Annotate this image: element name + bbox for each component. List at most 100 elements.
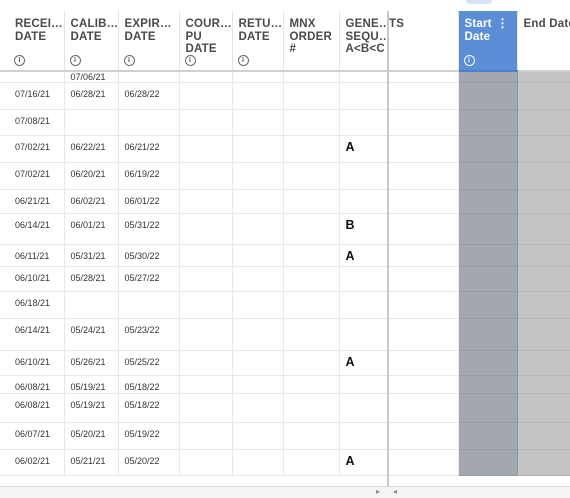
partial-column-cell[interactable] bbox=[389, 213, 458, 244]
column-header-mnx-order[interactable]: MNX ORDER # bbox=[283, 11, 339, 71]
return-date-cell[interactable] bbox=[232, 292, 283, 319]
expiration-date-cell[interactable] bbox=[118, 110, 179, 136]
scroll-right-icon[interactable]: ▸ bbox=[376, 487, 380, 496]
expiration-date-cell[interactable]: 06/21/22 bbox=[118, 136, 179, 163]
table-row[interactable] bbox=[389, 135, 570, 162]
return-date-cell[interactable] bbox=[232, 136, 283, 163]
courier-pu-date-cell[interactable] bbox=[179, 83, 232, 110]
courier-pu-date-cell[interactable] bbox=[179, 110, 232, 136]
partial-column-cell[interactable] bbox=[389, 449, 458, 475]
expiration-date-cell[interactable]: 05/20/22 bbox=[118, 450, 179, 476]
row-edge-cell[interactable] bbox=[0, 450, 9, 476]
kebab-menu-icon[interactable]: ⋮ bbox=[497, 17, 509, 29]
start-date-cell[interactable] bbox=[458, 449, 517, 475]
start-date-cell[interactable] bbox=[458, 244, 517, 266]
expiration-date-cell[interactable]: 05/19/22 bbox=[118, 423, 179, 450]
partial-column-cell[interactable] bbox=[389, 162, 458, 189]
partial-column-cell[interactable] bbox=[389, 82, 458, 109]
calibration-date-cell[interactable]: 05/31/21 bbox=[64, 245, 118, 267]
calibration-date-cell[interactable]: 05/21/21 bbox=[64, 450, 118, 476]
expiration-date-cell[interactable]: 06/01/22 bbox=[118, 190, 179, 214]
calibration-date-cell[interactable]: 06/20/21 bbox=[64, 163, 118, 190]
generator-sequence-cell[interactable] bbox=[339, 163, 387, 190]
start-date-cell[interactable] bbox=[458, 189, 517, 213]
partial-column-cell[interactable] bbox=[389, 266, 458, 291]
row-edge-cell[interactable] bbox=[0, 292, 9, 319]
end-date-cell[interactable] bbox=[517, 213, 570, 244]
mnx-order-cell[interactable] bbox=[283, 423, 339, 450]
received-date-cell[interactable]: 07/02/21 bbox=[9, 163, 64, 190]
expiration-date-cell[interactable] bbox=[118, 71, 179, 83]
received-date-cell[interactable]: 06/10/21 bbox=[9, 267, 64, 292]
row-edge-cell[interactable] bbox=[0, 71, 9, 83]
end-date-cell[interactable] bbox=[517, 189, 570, 213]
received-date-cell[interactable]: 07/16/21 bbox=[9, 83, 64, 110]
end-date-cell[interactable] bbox=[517, 449, 570, 475]
partial-column-cell[interactable] bbox=[389, 375, 458, 393]
received-date-cell[interactable]: 06/10/21 bbox=[9, 351, 64, 376]
courier-pu-date-cell[interactable] bbox=[179, 450, 232, 476]
expiration-date-cell[interactable]: 05/30/22 bbox=[118, 245, 179, 267]
column-header-generator-sequence[interactable]: GENE… SEQU… A<B<C bbox=[339, 11, 387, 71]
row-edge-cell[interactable] bbox=[0, 319, 9, 351]
info-icon[interactable]: i bbox=[14, 55, 25, 66]
return-date-cell[interactable] bbox=[232, 245, 283, 267]
received-date-cell[interactable]: 06/21/21 bbox=[9, 190, 64, 214]
end-date-cell[interactable] bbox=[517, 393, 570, 422]
return-date-cell[interactable] bbox=[232, 190, 283, 214]
partial-column-cell[interactable] bbox=[389, 350, 458, 375]
row-edge-cell[interactable] bbox=[0, 163, 9, 190]
generator-sequence-cell[interactable]: A bbox=[339, 450, 387, 476]
courier-pu-date-cell[interactable] bbox=[179, 136, 232, 163]
table-row[interactable] bbox=[389, 266, 570, 291]
row-edge-cell[interactable] bbox=[0, 394, 9, 423]
received-date-cell[interactable]: 06/14/21 bbox=[9, 319, 64, 351]
courier-pu-date-cell[interactable] bbox=[179, 292, 232, 319]
generator-sequence-cell[interactable]: A bbox=[339, 136, 387, 163]
scrollable-columns-pane[interactable]: TS Start Date ⋮ i End Date bbox=[389, 11, 570, 486]
mnx-order-cell[interactable] bbox=[283, 71, 339, 83]
expiration-date-cell[interactable]: 05/18/22 bbox=[118, 394, 179, 423]
expiration-date-cell[interactable]: 05/18/22 bbox=[118, 376, 179, 394]
courier-pu-date-cell[interactable] bbox=[179, 351, 232, 376]
table-row[interactable] bbox=[389, 393, 570, 422]
generator-sequence-cell[interactable] bbox=[339, 319, 387, 351]
table-row[interactable] bbox=[389, 244, 570, 266]
return-date-cell[interactable] bbox=[232, 83, 283, 110]
column-header-partial[interactable]: TS bbox=[389, 11, 458, 71]
calibration-date-cell[interactable]: 05/28/21 bbox=[64, 267, 118, 292]
courier-pu-date-cell[interactable] bbox=[179, 214, 232, 245]
return-date-cell[interactable] bbox=[232, 319, 283, 351]
generator-sequence-cell[interactable] bbox=[339, 423, 387, 450]
expiration-date-cell[interactable]: 06/19/22 bbox=[118, 163, 179, 190]
calibration-date-cell[interactable]: 06/01/21 bbox=[64, 214, 118, 245]
column-header-courier-pu-date[interactable]: COUR… PU DATE i bbox=[179, 11, 232, 71]
row-edge-cell[interactable] bbox=[0, 214, 9, 245]
mnx-order-cell[interactable] bbox=[283, 163, 339, 190]
info-icon[interactable]: i bbox=[464, 55, 475, 66]
courier-pu-date-cell[interactable] bbox=[179, 376, 232, 394]
courier-pu-date-cell[interactable] bbox=[179, 245, 232, 267]
info-icon[interactable]: i bbox=[185, 55, 196, 66]
table-row[interactable] bbox=[389, 189, 570, 213]
return-date-cell[interactable] bbox=[232, 163, 283, 190]
received-date-cell[interactable]: 07/02/21 bbox=[9, 136, 64, 163]
partial-column-cell[interactable] bbox=[389, 135, 458, 162]
mnx-order-cell[interactable] bbox=[283, 214, 339, 245]
mnx-order-cell[interactable] bbox=[283, 394, 339, 423]
start-date-cell[interactable] bbox=[458, 109, 517, 135]
generator-sequence-cell[interactable]: A bbox=[339, 245, 387, 267]
toolbar-tab-indicator[interactable] bbox=[466, 0, 492, 4]
calibration-date-cell[interactable]: 06/28/21 bbox=[64, 83, 118, 110]
return-date-cell[interactable] bbox=[232, 450, 283, 476]
expiration-date-cell[interactable]: 05/25/22 bbox=[118, 351, 179, 376]
mnx-order-cell[interactable] bbox=[283, 351, 339, 376]
table-row[interactable] bbox=[389, 375, 570, 393]
table-row[interactable] bbox=[389, 162, 570, 189]
